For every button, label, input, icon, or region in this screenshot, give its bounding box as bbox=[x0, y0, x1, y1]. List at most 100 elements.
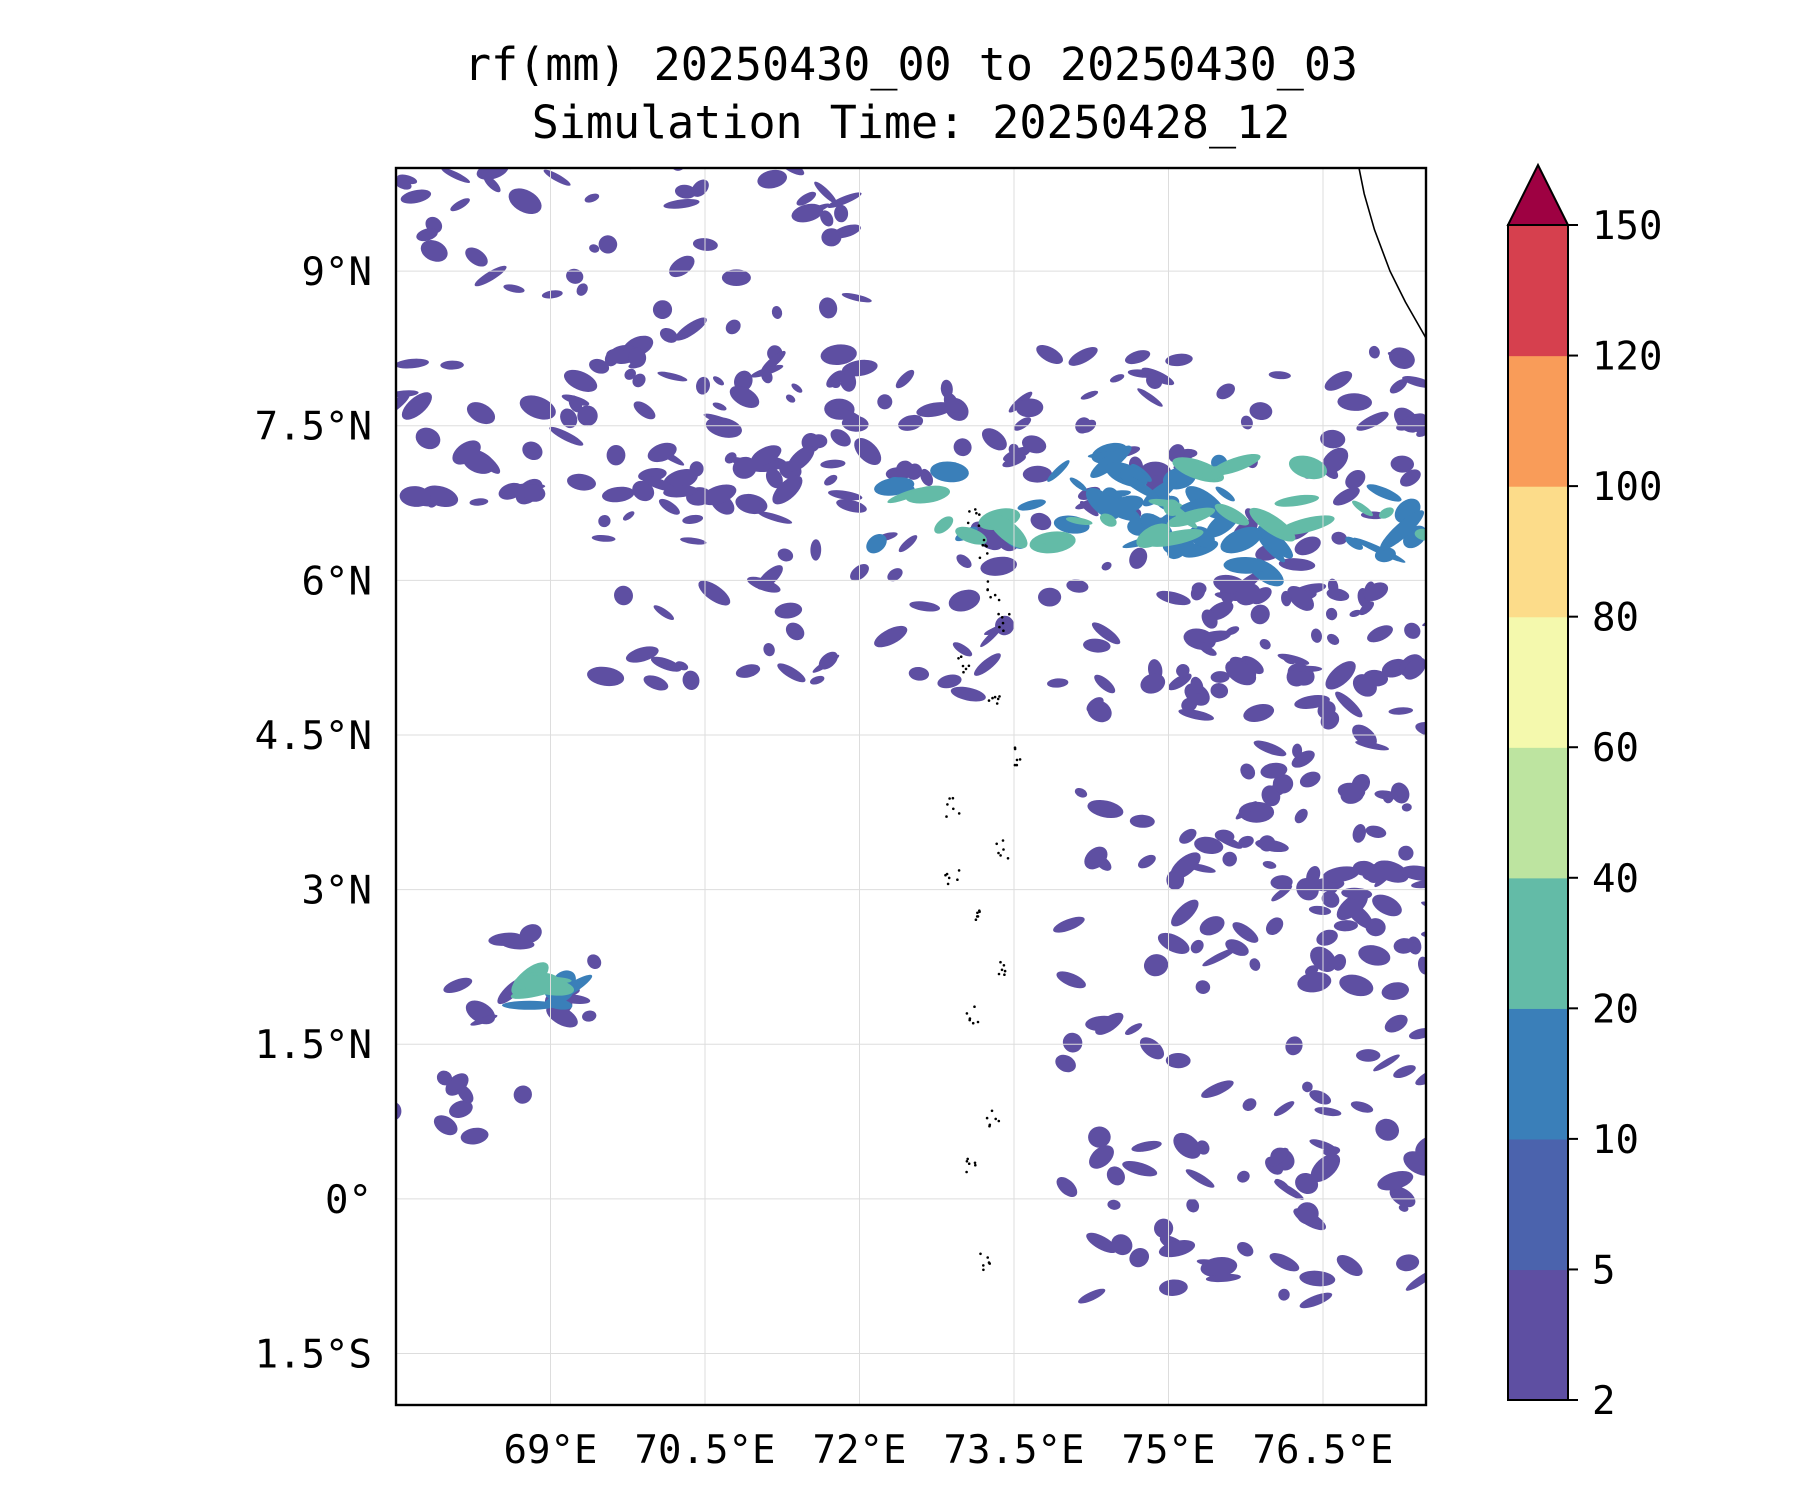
colorbar-segment bbox=[1508, 225, 1568, 356]
rain-cell bbox=[1314, 927, 1340, 949]
rain-cell bbox=[631, 398, 659, 423]
rain-cell bbox=[331, 190, 371, 217]
rain-cell bbox=[1277, 511, 1336, 539]
rain-cell bbox=[822, 473, 839, 488]
rain-cell bbox=[1012, 415, 1034, 434]
rain-cell bbox=[896, 533, 919, 555]
rain-cell bbox=[1248, 957, 1262, 973]
rain-cell bbox=[516, 391, 559, 425]
rain-cell bbox=[663, 197, 700, 210]
rain-cell bbox=[822, 141, 855, 171]
colorbar-tick-label: 40 bbox=[1592, 857, 1639, 902]
x-axis-ticks: 69°E 70.5°E 72°E 73.5°E 75°E 76.5°E bbox=[504, 1428, 1394, 1473]
rain-cell bbox=[1247, 601, 1273, 627]
y-tick-label: 0° bbox=[325, 1178, 372, 1223]
rain-cell bbox=[621, 509, 635, 522]
rain-cell bbox=[949, 684, 987, 704]
rain-cell bbox=[652, 603, 676, 623]
rain-cell bbox=[504, 183, 546, 219]
x-tick-label: 75°E bbox=[1122, 1428, 1216, 1473]
rain-cell bbox=[668, 152, 689, 173]
y-tick-label: 6°N bbox=[302, 559, 372, 604]
rain-cell bbox=[1447, 1223, 1476, 1235]
rain-cell bbox=[775, 660, 808, 686]
rain-cell bbox=[1155, 928, 1193, 958]
rain-cell bbox=[722, 269, 751, 286]
rain-cell bbox=[771, 305, 784, 320]
rain-cell bbox=[366, 456, 396, 478]
rain-cell bbox=[929, 460, 969, 484]
colorbar-tick-label: 150 bbox=[1592, 204, 1662, 249]
rain-cell bbox=[1100, 560, 1113, 572]
rain-cell bbox=[875, 392, 894, 411]
rain-cell bbox=[1292, 666, 1322, 672]
rain-cell bbox=[1123, 347, 1152, 367]
rain-cell bbox=[399, 187, 432, 206]
rain-cell bbox=[756, 167, 789, 191]
island-atoll bbox=[995, 839, 1009, 859]
coastline-layer bbox=[944, 168, 1529, 1271]
rain-cell bbox=[591, 534, 615, 542]
x-tick-label: 70.5°E bbox=[635, 1428, 776, 1473]
colorbar-segment bbox=[1508, 878, 1568, 1009]
rain-cell bbox=[699, 147, 728, 164]
rainfall-fill-layer bbox=[329, 131, 1493, 1311]
colorbar-tick-label: 2 bbox=[1592, 1379, 1615, 1424]
rain-cell bbox=[1220, 849, 1239, 868]
rain-cell bbox=[1136, 1033, 1168, 1064]
rain-cell bbox=[1249, 401, 1274, 421]
rain-cell bbox=[784, 393, 796, 405]
rain-cell bbox=[893, 367, 917, 391]
rain-cell bbox=[1235, 1168, 1252, 1184]
colorbar-segment bbox=[1508, 1269, 1568, 1400]
y-tick-label: 1.5°S bbox=[255, 1332, 372, 1377]
rain-cell bbox=[472, 263, 508, 290]
rain-area-1 bbox=[367, 1068, 535, 1147]
rain-cell bbox=[441, 975, 474, 996]
rain-cell bbox=[385, 1101, 402, 1120]
rain-cell bbox=[1372, 1115, 1403, 1144]
rain-cell bbox=[1199, 1077, 1236, 1102]
rain-cell bbox=[1068, 475, 1089, 493]
rain-cell bbox=[1194, 979, 1211, 996]
colorbar-segment bbox=[1508, 1008, 1568, 1139]
rain-cell bbox=[885, 565, 905, 584]
rain-cell bbox=[1445, 908, 1471, 935]
rain-cell bbox=[1201, 945, 1238, 969]
rain-cell bbox=[1047, 677, 1069, 688]
rain-cell bbox=[774, 601, 803, 620]
rain-cell bbox=[1449, 884, 1486, 917]
colorbar-tick-label: 120 bbox=[1592, 335, 1662, 380]
rain-cell bbox=[1138, 670, 1168, 697]
rain-cell bbox=[1234, 1239, 1256, 1260]
rain-area-3 bbox=[329, 131, 872, 517]
rain-cell bbox=[1302, 1081, 1313, 1092]
rain-cell bbox=[1454, 1248, 1487, 1274]
rain-cell bbox=[564, 267, 585, 286]
rain-cell bbox=[596, 513, 613, 530]
rain-cell bbox=[1439, 943, 1475, 979]
rain-cell bbox=[1284, 659, 1318, 690]
rain-cell bbox=[1051, 913, 1086, 935]
rain-cell bbox=[1435, 642, 1462, 664]
rain-cell bbox=[1028, 510, 1054, 533]
rain-cell bbox=[1401, 803, 1412, 812]
rain-cell bbox=[1444, 642, 1484, 681]
rain-cell bbox=[358, 176, 371, 192]
island-atoll bbox=[966, 1005, 980, 1024]
rain-cell bbox=[1449, 924, 1486, 935]
y-tick-label: 7.5°N bbox=[255, 405, 372, 450]
rain-cell bbox=[1297, 769, 1323, 791]
rain-cell bbox=[712, 374, 726, 387]
rain-cell bbox=[1382, 1011, 1411, 1036]
rain-cell bbox=[1197, 912, 1228, 939]
rain-cell bbox=[338, 494, 356, 509]
rain-cell bbox=[950, 435, 975, 460]
rain-cell bbox=[1310, 628, 1323, 644]
island-atoll bbox=[979, 1253, 991, 1272]
rain-cell bbox=[1398, 845, 1414, 861]
rain-cell bbox=[1240, 1096, 1259, 1114]
rain-cell bbox=[601, 485, 635, 504]
rain-cell bbox=[757, 509, 793, 526]
rain-cell bbox=[841, 291, 872, 304]
